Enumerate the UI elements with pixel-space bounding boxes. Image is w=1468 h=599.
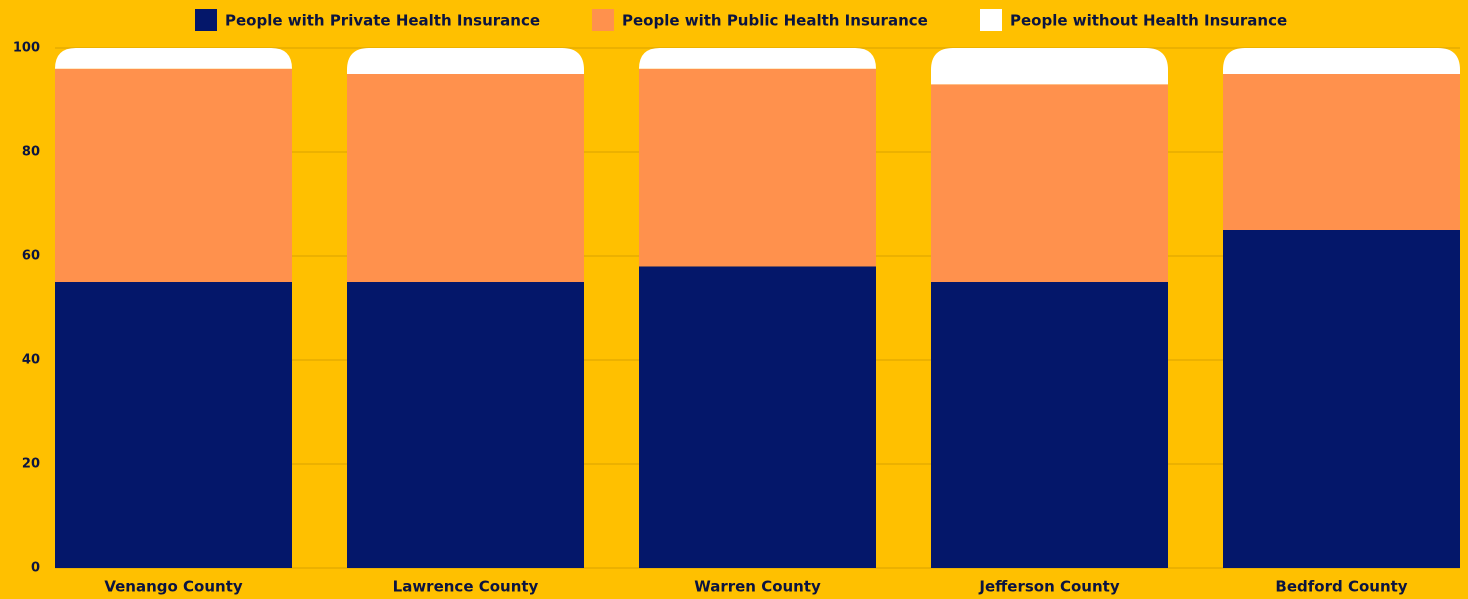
y-tick-label: 100 — [13, 41, 40, 56]
bar-segment — [639, 48, 876, 69]
y-tick-label: 0 — [31, 561, 40, 576]
legend-label: People with Private Health Insurance — [225, 12, 540, 30]
x-tick-label: Jefferson County — [978, 578, 1119, 596]
bar-segment — [347, 74, 584, 282]
bar-segment — [931, 282, 1168, 568]
legend-swatch — [592, 9, 614, 31]
bar-segment — [55, 68, 292, 282]
x-tick-label: Bedford County — [1275, 578, 1407, 596]
bar-segment — [55, 282, 292, 568]
legend-label: People without Health Insurance — [1010, 12, 1287, 30]
legend-swatch — [195, 9, 217, 31]
bar-segment — [931, 84, 1168, 283]
y-tick-label: 40 — [22, 353, 40, 368]
legend-label: People with Public Health Insurance — [622, 12, 928, 30]
bar-segment — [639, 266, 876, 568]
bar-segment — [347, 282, 584, 568]
x-tick-label: Venango County — [104, 578, 243, 596]
bar-segment — [347, 48, 584, 74]
bar-segment — [55, 48, 292, 69]
bar-segment — [1223, 48, 1460, 74]
y-tick-label: 80 — [22, 145, 40, 160]
y-tick-label: 60 — [22, 249, 40, 264]
bar-segment — [639, 68, 876, 267]
y-tick-label: 20 — [22, 457, 40, 472]
x-tick-label: Lawrence County — [393, 578, 539, 596]
bar-segment — [1223, 230, 1460, 568]
legend-swatch — [980, 9, 1002, 31]
bar-segment — [1223, 74, 1460, 230]
x-tick-label: Warren County — [694, 578, 821, 596]
bar-segment — [931, 48, 1168, 85]
